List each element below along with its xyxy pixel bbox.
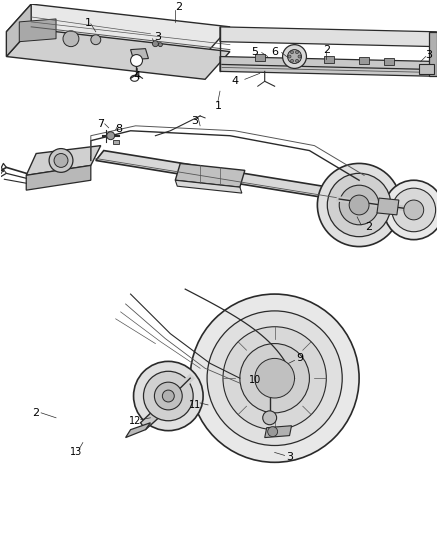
Circle shape [263,411,277,425]
Circle shape [283,45,307,68]
Circle shape [240,344,309,413]
Circle shape [91,35,101,45]
Circle shape [384,180,438,240]
Polygon shape [175,180,242,193]
Text: 3: 3 [286,453,293,463]
Text: 1: 1 [215,101,222,111]
Text: 2: 2 [323,45,330,54]
Circle shape [63,31,79,47]
Circle shape [207,311,342,446]
Circle shape [162,390,174,402]
Polygon shape [220,27,437,47]
Text: 9: 9 [296,353,303,364]
Circle shape [288,50,301,63]
Circle shape [152,41,159,47]
Circle shape [404,200,424,220]
Polygon shape [429,32,437,76]
Circle shape [49,149,73,172]
Circle shape [131,54,142,67]
Circle shape [155,382,182,410]
Polygon shape [26,165,91,190]
Circle shape [144,372,193,421]
Circle shape [290,51,293,54]
Polygon shape [175,164,245,187]
Circle shape [268,427,278,437]
Polygon shape [419,64,434,74]
Polygon shape [359,56,369,64]
Circle shape [255,358,294,398]
Polygon shape [141,396,175,430]
Circle shape [288,55,291,58]
Polygon shape [113,140,119,143]
Polygon shape [19,19,56,42]
Text: 2: 2 [175,2,182,12]
Circle shape [107,132,115,140]
Polygon shape [7,4,230,54]
Text: 12: 12 [129,416,142,426]
Polygon shape [220,56,437,76]
Polygon shape [324,55,334,63]
Circle shape [392,188,436,232]
Text: 6: 6 [271,46,278,56]
Polygon shape [265,426,292,438]
Polygon shape [7,4,31,56]
Text: 2: 2 [365,222,373,232]
Text: 2: 2 [32,408,40,418]
Text: 5: 5 [251,46,258,56]
Text: 10: 10 [249,375,261,385]
Polygon shape [255,53,265,61]
Text: 3: 3 [154,32,161,42]
Text: 8: 8 [115,124,122,134]
Circle shape [223,327,326,430]
Circle shape [54,154,68,167]
Circle shape [318,164,401,247]
Text: 11: 11 [189,400,201,410]
Polygon shape [290,54,300,62]
Text: 13: 13 [70,447,82,457]
Circle shape [296,59,298,62]
Circle shape [134,361,203,431]
Polygon shape [377,198,399,215]
Polygon shape [131,49,148,60]
Circle shape [298,55,301,58]
Polygon shape [126,423,150,438]
Polygon shape [384,58,394,66]
Text: 7: 7 [97,119,104,129]
Text: 3: 3 [425,50,432,60]
Text: 1: 1 [85,18,92,28]
Circle shape [349,195,369,215]
Circle shape [327,173,391,237]
Polygon shape [26,146,101,175]
Circle shape [290,59,293,62]
Circle shape [159,43,162,47]
Polygon shape [96,150,347,200]
Text: 3: 3 [192,116,199,126]
Text: 4: 4 [231,76,238,86]
Circle shape [339,185,379,225]
Text: 4: 4 [133,71,140,82]
Circle shape [190,294,359,462]
Polygon shape [7,29,230,79]
Circle shape [296,51,298,54]
